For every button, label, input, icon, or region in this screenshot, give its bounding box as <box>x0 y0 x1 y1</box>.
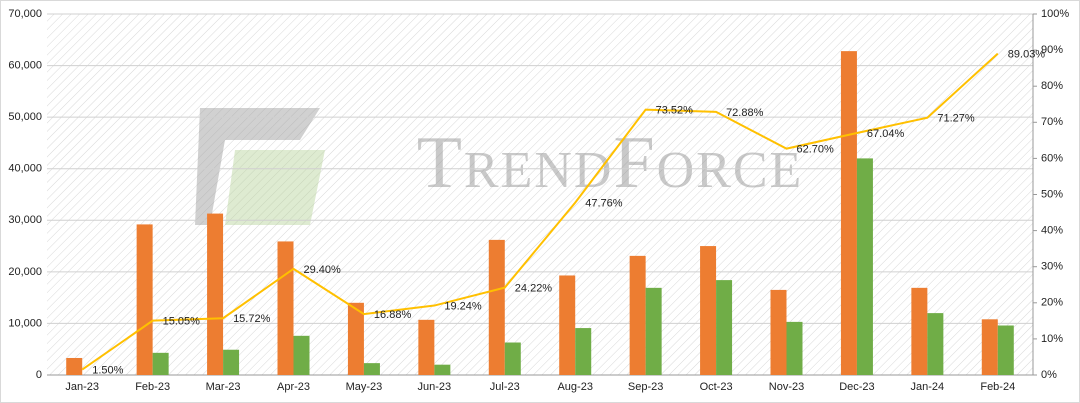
y-tick-label: 50,000 <box>8 111 42 123</box>
bar <box>716 280 733 375</box>
y2-tick-label: 30% <box>1041 261 1063 273</box>
y-tick-label: 70,000 <box>8 8 42 20</box>
data-label: 73.52% <box>656 104 694 116</box>
bar <box>418 319 435 375</box>
x-tick-label: Jan-23 <box>65 381 99 393</box>
bar <box>136 224 153 375</box>
y2-tick-label: 70% <box>1041 116 1063 128</box>
y2-tick-label: 60% <box>1041 152 1063 164</box>
bar <box>434 364 451 375</box>
x-tick-label: Nov-23 <box>769 381 804 393</box>
data-label: 47.76% <box>585 197 623 209</box>
data-label: 72.88% <box>726 107 764 119</box>
y-tick-label: 0 <box>36 369 42 381</box>
watermark: TrendForce <box>417 122 804 204</box>
x-tick-label: Feb-24 <box>980 381 1015 393</box>
data-label: 89.03% <box>1008 49 1046 61</box>
x-tick-label: Mar-23 <box>206 381 241 393</box>
bar <box>363 363 380 375</box>
y2-tick-label: 10% <box>1041 333 1063 345</box>
data-label: 15.72% <box>233 313 271 325</box>
y-tick-label: 40,000 <box>8 163 42 175</box>
y2-tick-label: 80% <box>1041 80 1063 92</box>
y2-tick-label: 50% <box>1041 188 1063 200</box>
bar <box>856 158 873 375</box>
data-label: 16.88% <box>374 309 412 321</box>
x-tick-label: Oct-23 <box>700 381 733 393</box>
bar <box>700 246 717 375</box>
bar <box>911 287 928 375</box>
x-tick-label: Jul-23 <box>490 381 520 393</box>
x-tick-label: Feb-23 <box>135 381 170 393</box>
y2-tick-label: 90% <box>1041 44 1063 56</box>
data-label: 19.24% <box>444 300 482 312</box>
bar <box>927 313 944 375</box>
data-label: 62.70% <box>797 144 835 156</box>
data-label: 71.27% <box>937 113 975 125</box>
bar <box>840 51 857 375</box>
bar <box>504 342 521 375</box>
x-tick-label: Sep-23 <box>628 381 663 393</box>
bar <box>488 239 505 375</box>
bar <box>770 289 787 375</box>
y2-tick-label: 20% <box>1041 297 1063 309</box>
bar <box>997 325 1014 375</box>
y-tick-label: 60,000 <box>8 59 42 71</box>
line <box>81 52 999 371</box>
y-tick-label: 20,000 <box>8 266 42 278</box>
x-tick-label: Apr-23 <box>277 381 310 393</box>
x-tick-label: Jun-23 <box>418 381 452 393</box>
x-tick-label: May-23 <box>346 381 383 393</box>
data-label: 24.22% <box>515 282 553 294</box>
y-tick-label: 10,000 <box>8 317 42 329</box>
bar <box>575 328 592 375</box>
bar <box>66 357 83 375</box>
bar <box>786 321 803 375</box>
bar <box>277 241 294 375</box>
x-tick-label: Dec-23 <box>839 381 874 393</box>
y2-tick-label: 100% <box>1041 8 1069 20</box>
bar <box>347 302 364 375</box>
bar <box>981 319 998 375</box>
y-tick-label: 30,000 <box>8 214 42 226</box>
bar <box>629 255 646 375</box>
y2-tick-label: 0% <box>1041 369 1057 381</box>
data-label: 1.50% <box>92 364 123 376</box>
x-tick-label: Jan-24 <box>911 381 945 393</box>
x-tick-label: Aug-23 <box>557 381 592 393</box>
bar <box>223 349 240 375</box>
bar <box>207 213 224 375</box>
bar <box>559 275 576 375</box>
data-label: 67.04% <box>867 128 905 140</box>
data-label: 29.40% <box>304 264 342 276</box>
data-label: 15.05% <box>163 316 201 328</box>
bar <box>293 335 310 375</box>
bar <box>645 287 662 375</box>
bar <box>152 352 169 375</box>
y2-tick-label: 40% <box>1041 225 1063 237</box>
